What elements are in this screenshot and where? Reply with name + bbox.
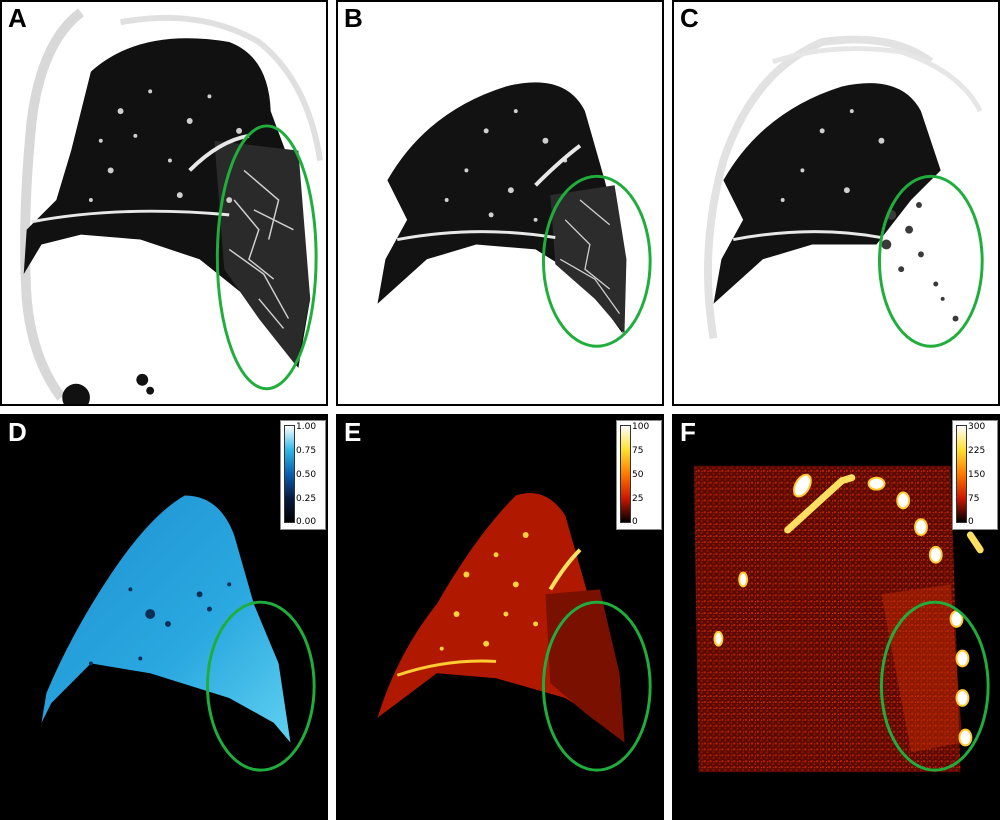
colorbar-tick: 100	[632, 422, 650, 432]
blood-volume-map-f	[693, 465, 990, 773]
colorbar-gradient-d	[284, 425, 295, 523]
panel-b: B	[336, 0, 664, 406]
colorbar-tick: 75	[968, 494, 980, 504]
colorbar-tick: 0	[632, 517, 638, 527]
colorbar-tick: 25	[632, 494, 644, 504]
panel-label-d: D	[8, 417, 27, 447]
panel-label-a: A	[8, 3, 27, 33]
colorbar-tick: 300	[968, 422, 986, 432]
panel-e: E 100 75 50 25 0	[336, 414, 664, 820]
colorbar-tick: 0.75	[296, 446, 317, 456]
panel-a: A	[0, 0, 328, 406]
colorbar-e: 100 75 50 25 0	[616, 420, 662, 530]
highlight-ellipse-b	[541, 174, 652, 348]
ct-image-a	[20, 8, 324, 404]
panel-c: C	[672, 0, 1000, 406]
highlight-ellipse-e	[541, 600, 652, 772]
colorbar-tick: 0.25	[296, 494, 317, 504]
highlight-ellipse-c	[877, 174, 984, 348]
ventilation-map-d	[41, 495, 316, 772]
colorbar-tick: 225	[968, 446, 986, 456]
ct-image-c	[704, 35, 984, 348]
panel-label-f: F	[680, 417, 696, 447]
colorbar-f: 300 225 150 75 0	[952, 420, 998, 530]
panel-d: D 1.00 0.75 0.50 0.25 0.00	[0, 414, 328, 820]
highlight-ellipse-a	[215, 124, 318, 391]
panel-f: F 300 225 150 75 0	[672, 414, 1000, 820]
highlight-ellipse-f	[879, 600, 990, 772]
perfusion-map-e	[377, 493, 652, 772]
colorbar-tick: 50	[632, 470, 644, 480]
colorbar-tick: 1.00	[296, 422, 317, 432]
colorbar-gradient-e	[620, 425, 631, 523]
colorbar-d: 1.00 0.75 0.50 0.25 0.00	[280, 420, 326, 530]
colorbar-tick: 0.00	[296, 517, 317, 527]
panel-label-b: B	[344, 3, 363, 33]
colorbar-gradient-f	[956, 425, 967, 523]
colorbar-tick: 75	[632, 446, 644, 456]
panel-label-e: E	[344, 417, 362, 447]
colorbar-tick: 0.50	[296, 470, 317, 480]
colorbar-tick: 0	[968, 517, 974, 527]
colorbar-tick: 150	[968, 470, 986, 480]
highlight-ellipse-d	[205, 600, 316, 772]
ct-image-b	[377, 82, 652, 348]
panel-label-c: C	[680, 3, 699, 33]
